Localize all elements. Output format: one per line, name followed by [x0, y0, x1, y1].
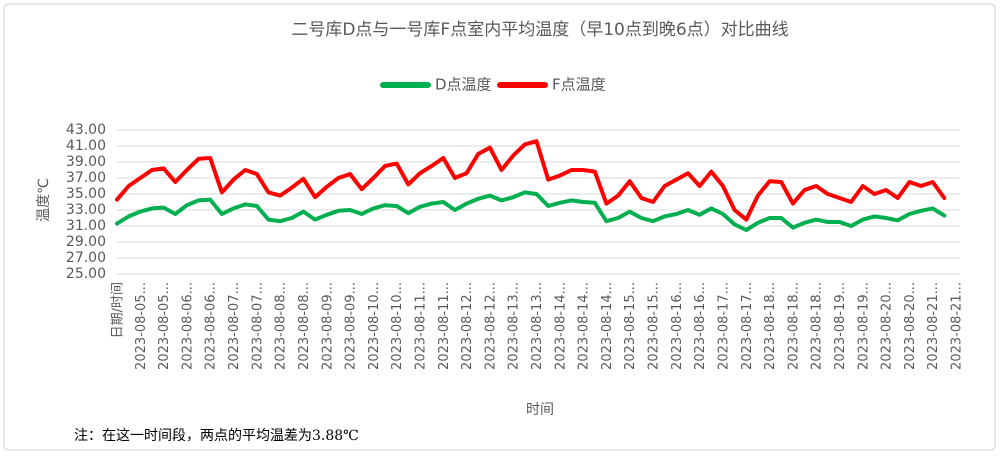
x-tick-label: 2023-08-16... — [670, 282, 685, 370]
x-tick-label: 2023-08-11... — [413, 282, 428, 370]
x-tick-label: 2023-08-18... — [810, 282, 825, 370]
x-tick-label: 2023-08-17... — [740, 282, 755, 370]
x-tick-label: 2023-08-09... — [344, 282, 359, 370]
y-tick-label: 43.00 — [66, 122, 106, 138]
x-tick-label: 2023-08-17... — [716, 282, 731, 370]
x-tick-label: 2023-08-08... — [274, 282, 289, 370]
note: 注：在这一时间段，两点的平均温差为3.88℃ — [74, 427, 359, 444]
x-tick-label: 日期/时间 — [111, 282, 126, 338]
data-line — [115, 190, 947, 232]
x-tick-label: 2023-08-21... — [926, 282, 941, 370]
x-tick-label: 2023-08-05... — [157, 282, 172, 370]
x-tick-label: 2023-08-10... — [390, 282, 405, 370]
x-tick-label: 2023-08-15... — [623, 282, 638, 370]
chart-frame — [3, 3, 996, 451]
x-tick-label: 2023-08-13... — [507, 282, 522, 370]
x-tick-label: 2023-08-20... — [903, 282, 918, 370]
x-tick-label: 2023-08-12... — [483, 282, 498, 370]
x-tick-label: 2023-08-12... — [460, 282, 475, 370]
y-tick-label: 27.00 — [66, 250, 106, 266]
x-tick-label: 2023-08-11... — [437, 282, 452, 370]
x-tick-label: 2023-08-10... — [367, 282, 382, 370]
x-tick-label: 2023-08-21... — [950, 282, 965, 370]
chart-title: 二号库D点与一号库F点室内平均温度（早10点到晚6点）对比曲线 — [291, 20, 788, 40]
x-tick-label: 2023-08-18... — [763, 282, 778, 370]
x-tick-label: 2023-08-05... — [134, 282, 149, 370]
x-tick-label: 2023-08-20... — [880, 282, 895, 370]
y-tick-label: 31.00 — [66, 218, 106, 234]
y-tick-label: 29.00 — [66, 234, 106, 250]
x-tick-label: 2023-08-06... — [204, 282, 219, 370]
x-axis-label: 时间 — [526, 402, 554, 418]
x-tick-label: 2023-08-07... — [227, 282, 242, 370]
x-tick-label: 2023-08-18... — [786, 282, 801, 370]
legend-label: D点温度 — [435, 76, 492, 94]
legend-label: F点温度 — [552, 76, 606, 94]
y-tick-label: 39.00 — [66, 154, 106, 170]
x-tick-label: 2023-08-19... — [856, 282, 871, 370]
y-tick-label: 37.00 — [66, 170, 106, 186]
x-tick-label: 2023-08-14... — [600, 282, 615, 370]
x-tick-label: 2023-08-13... — [530, 282, 545, 370]
y-tick-label: 33.00 — [66, 202, 106, 218]
x-tick-label: 2023-08-07... — [250, 282, 265, 370]
x-tick-label: 2023-08-08... — [297, 282, 312, 370]
y-tick-label: 41.00 — [66, 138, 106, 154]
data-line — [115, 139, 947, 222]
x-tick-label: 2023-08-16... — [693, 282, 708, 370]
x-tick-label: 2023-08-09... — [320, 282, 335, 370]
x-tick-label: 2023-08-06... — [180, 282, 195, 370]
x-tick-label: 2023-08-15... — [647, 282, 662, 370]
y-axis-label: 温度℃ — [36, 178, 52, 222]
y-tick-label: 25.00 — [66, 266, 106, 282]
y-tick-label: 35.00 — [66, 186, 106, 202]
x-tick-label: 2023-08-19... — [833, 282, 848, 370]
x-tick-label: 2023-08-14... — [577, 282, 592, 370]
x-tick-label: 2023-08-14... — [553, 282, 568, 370]
